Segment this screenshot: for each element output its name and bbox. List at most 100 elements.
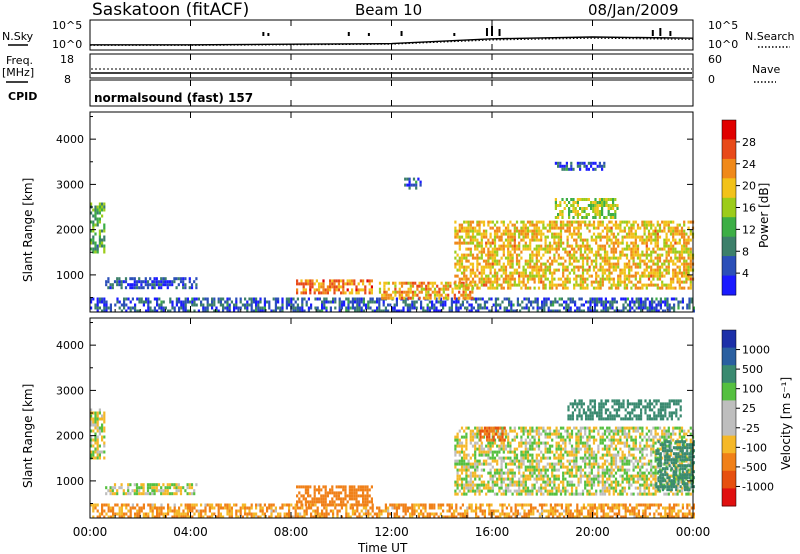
power-cell [623,277,626,281]
power-cell [533,253,536,257]
velocity-cell [307,491,310,495]
velocity-cell [657,512,660,516]
velocity-cell [585,515,588,519]
velocity-cell [580,512,583,516]
power-cell [632,262,635,266]
velocity-cell [504,465,508,469]
velocity-cell [535,480,538,484]
velocity-cell [511,450,514,454]
velocity-cell [491,450,494,454]
velocity-cell [162,492,165,496]
power-cell [469,283,472,287]
power-cell [542,262,545,266]
power-cell [471,265,475,269]
power-cell [281,300,284,304]
power-cell [632,241,635,245]
velocity-cell [666,512,669,516]
power-cell [509,274,512,278]
velocity-cell [493,480,497,484]
power-cell [632,247,635,251]
velocity-cell [189,509,192,513]
power-cell [570,164,573,168]
power-cell [632,283,635,287]
velocity-cell [134,506,137,510]
power-cell [255,303,258,307]
power-cell [553,247,556,251]
velocity-cell [668,512,671,516]
power-cell [663,283,666,287]
power-cell [573,265,576,269]
power-cell [144,277,147,281]
power-cell [623,226,626,230]
power-cell [612,232,615,236]
power-cell [689,253,692,257]
velocity-cell [309,485,312,489]
power-cell [504,256,508,260]
power-cell [345,297,348,301]
power-cell [428,309,431,313]
velocity-cell [537,426,541,430]
power-cell [465,226,468,230]
power-cell [641,274,644,278]
power-cell [469,241,472,245]
power-cell [524,244,527,248]
power-cell [479,297,482,301]
power-cell [570,204,573,207]
velocity-cell [453,509,456,513]
velocity-cell [533,486,536,490]
velocity-cell [175,489,178,493]
velocity-cell [552,512,555,516]
velocity-cell [498,474,501,478]
velocity-cell [589,506,592,510]
power-cell [601,229,604,233]
velocity-cell [321,503,324,507]
power-cell [467,220,470,224]
power-cell [687,253,690,257]
velocity-cell [162,506,165,510]
velocity-cell [531,468,534,472]
velocity-cell [520,480,523,484]
velocity-cell [467,465,470,469]
power-cell [617,277,620,281]
power-cell [590,247,593,251]
power-cell [450,297,453,301]
velocity-cell [135,489,139,493]
power-ytick-label: 2000 [56,224,84,237]
power-cell [603,198,606,201]
power-cell [570,235,574,239]
power-cell [634,265,637,269]
power-cell [442,306,445,310]
power-cell [652,277,655,281]
power-cell [678,256,681,260]
velocity-cell [353,497,356,501]
power-cell [655,306,658,310]
power-cell [667,220,670,224]
power-cell [578,297,581,301]
power-cell [111,283,114,287]
power-cell [365,306,368,310]
power-cell [576,306,579,310]
velocity-cell [635,503,638,507]
velocity-cell [250,515,253,519]
velocity-cell [602,515,605,519]
velocity-cell [478,477,481,481]
power-cell [542,280,545,284]
power-cell [465,286,468,290]
velocity-cell [602,512,605,516]
power-cell [425,296,428,300]
power-cell [109,306,112,310]
power-colorbar-tick-label: 20 [742,180,756,193]
velocity-cell [460,492,464,496]
velocity-cell [103,426,106,430]
power-cell [357,291,360,295]
power-cell [101,297,104,301]
velocity-cell [524,447,527,451]
velocity-cell [488,503,491,507]
power-cell [471,280,475,284]
power-cell [454,241,457,245]
velocity-cell [140,492,143,496]
power-cell [474,226,477,230]
velocity-cell [90,408,93,412]
power-cell [103,250,106,254]
power-cell [366,279,369,283]
